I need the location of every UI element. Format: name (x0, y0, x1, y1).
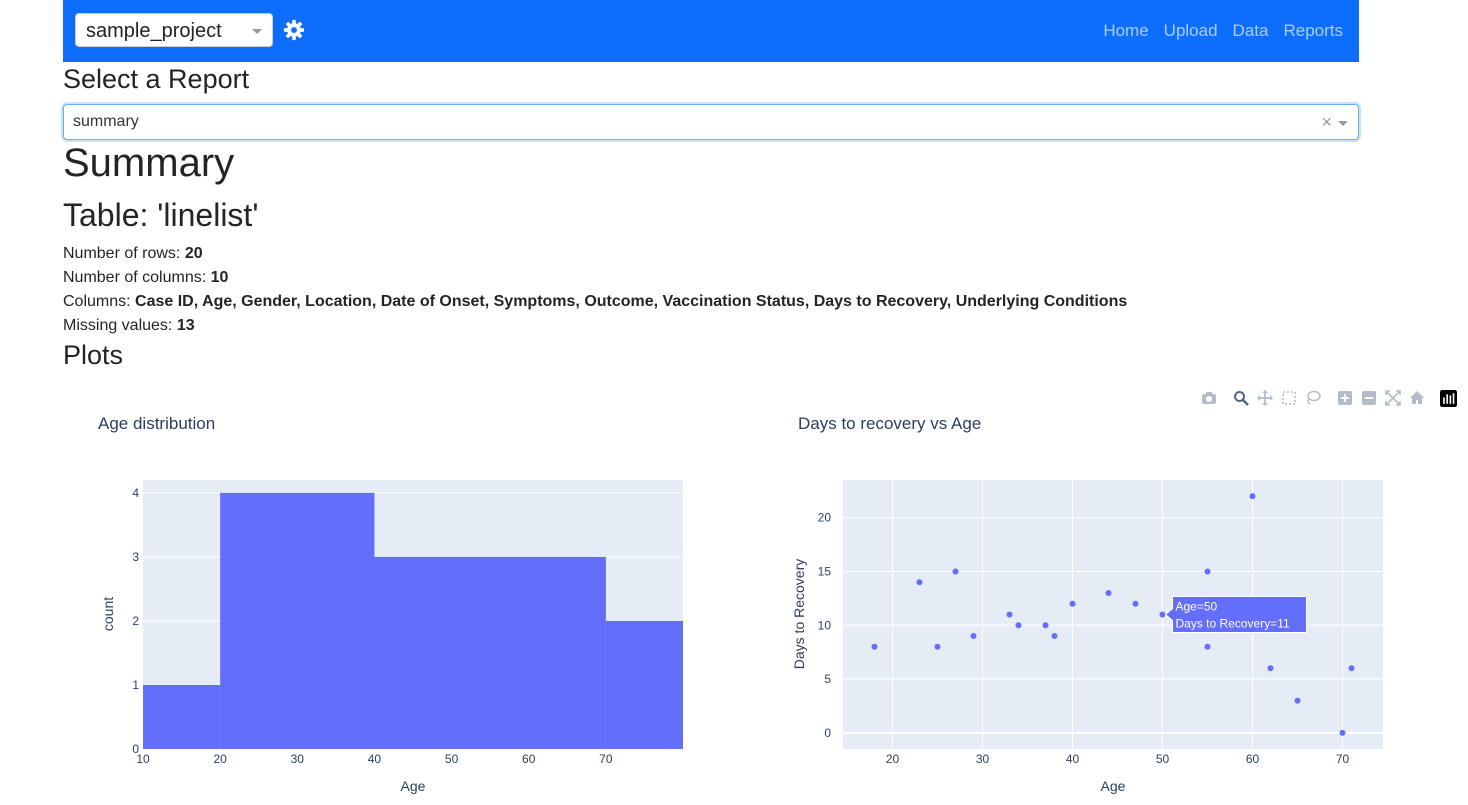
nav-link-home[interactable]: Home (1103, 21, 1149, 40)
histogram-bar (605, 620, 683, 749)
scatter-point (970, 633, 977, 640)
scatter-point (1294, 697, 1301, 704)
columns-label: Columns: (63, 293, 136, 310)
x-tick-label: 60 (1246, 752, 1260, 766)
y-tick-label: 15 (818, 564, 832, 578)
scatter-point (934, 643, 941, 650)
x-axis-label: Age (1101, 778, 1126, 794)
histogram-bar (143, 684, 221, 749)
days-to-recovery-chart: Days to recovery vs Age 20 30 40 50 60 70 0 5 10… (791, 414, 1383, 794)
rows-label: Number of rows: (63, 245, 185, 262)
cols-stat: Number of columns: 10 (63, 269, 228, 287)
y-tick-label: 0 (132, 742, 139, 756)
x-tick-label: 60 (522, 752, 536, 766)
x-tick-label: 20 (886, 752, 900, 766)
scatter-point (1249, 493, 1256, 500)
scatter-point (871, 643, 878, 650)
plots-heading: Plots (63, 340, 124, 370)
chart-title: Days to recovery vs Age (798, 414, 981, 433)
scatter-point (1069, 600, 1076, 607)
clear-icon[interactable]: × (1321, 112, 1332, 132)
zoom-in-icon[interactable] (1337, 390, 1353, 406)
scatter-point (1267, 665, 1274, 672)
histogram-bar (220, 492, 375, 749)
scatter-point (952, 568, 959, 575)
cols-label: Number of columns: (63, 269, 211, 286)
camera-icon[interactable] (1201, 390, 1217, 406)
y-tick-label: 0 (824, 726, 831, 740)
x-tick-label: 30 (976, 752, 990, 766)
lasso-icon[interactable] (1305, 390, 1321, 406)
zoom-icon[interactable] (1233, 390, 1249, 406)
scatter-point (1159, 611, 1166, 618)
y-axis-label: count (100, 597, 116, 631)
y-tick-label: 4 (132, 486, 139, 500)
autoscale-icon[interactable] (1385, 390, 1401, 406)
project-dropdown-value: sample_project (86, 20, 222, 42)
reset-axes-icon[interactable] (1409, 390, 1425, 406)
scatter-point (1132, 600, 1139, 607)
nav-link-reports[interactable]: Reports (1283, 21, 1343, 40)
y-tick-label: 20 (818, 511, 832, 525)
histogram-bar (374, 556, 606, 749)
chevron-down-icon (252, 29, 262, 34)
scatter-point (1339, 729, 1346, 736)
select-report-heading: Select a Report (63, 64, 250, 94)
hover-text: Days to Recovery=11 (1176, 617, 1290, 631)
cols-value: 10 (210, 269, 229, 286)
x-tick-label: 70 (599, 752, 613, 766)
gear-icon[interactable] (283, 19, 305, 41)
x-axis-label: Age (401, 778, 426, 794)
zoom-out-icon[interactable] (1361, 390, 1377, 406)
page-title: Summary (63, 141, 235, 185)
nav-link-upload[interactable]: Upload (1163, 21, 1218, 40)
navbar: sample_project Home Upload Data Reports (63, 0, 1359, 62)
hover-text: Age=50 (1176, 600, 1218, 614)
x-tick-label: 10 (136, 752, 150, 766)
age-distribution-chart: Age distribution 0 1 2 3 4 10 20 30 40 50 60 70 Age… (98, 414, 683, 794)
scatter-point (1204, 568, 1211, 575)
box-select-icon[interactable] (1281, 390, 1297, 406)
report-dropdown[interactable]: summary × (63, 104, 1359, 140)
pan-icon[interactable] (1257, 390, 1273, 406)
project-dropdown[interactable]: sample_project (75, 13, 273, 47)
y-tick-label: 3 (132, 550, 139, 564)
chart-title: Age distribution (98, 414, 215, 433)
x-tick-label: 40 (1066, 752, 1080, 766)
hover-tooltip (1164, 596, 1307, 633)
x-tick-label: 50 (1156, 752, 1170, 766)
scatter-point (916, 579, 923, 586)
scatter-point (1042, 622, 1049, 629)
report-dropdown-value: summary (73, 113, 139, 130)
missing-value: 13 (176, 317, 195, 334)
y-tick-label: 2 (132, 614, 139, 628)
scatter-point (1015, 622, 1022, 629)
x-tick-label: 70 (1336, 752, 1350, 766)
missing-stat: Missing values: 13 (63, 317, 195, 335)
x-tick-label: 40 (368, 752, 382, 766)
y-axis-label: Days to Recovery (791, 559, 807, 669)
scatter-point (1006, 611, 1013, 618)
rows-value: 20 (184, 245, 203, 262)
nav-link-data[interactable]: Data (1232, 21, 1269, 40)
missing-label: Missing values: (63, 317, 177, 334)
rows-stat: Number of rows: 20 (63, 245, 203, 263)
columns-value: Case ID, Age, Gender, Location, Date of … (135, 293, 1128, 310)
x-tick-label: 30 (291, 752, 305, 766)
scatter-point (1348, 665, 1355, 672)
scatter-point (1051, 633, 1058, 640)
chevron-down-icon[interactable] (1338, 121, 1348, 126)
columns-stat: Columns: Case ID, Age, Gender, Location,… (63, 293, 1127, 311)
table-heading: Table: 'linelist' (63, 197, 259, 233)
y-tick-label: 5 (824, 672, 831, 686)
x-tick-label: 50 (445, 752, 459, 766)
nav-links: Home Upload Data Reports (1103, 21, 1343, 41)
y-tick-label: 10 (818, 618, 832, 632)
scatter-point (1105, 589, 1112, 596)
x-tick-label: 20 (213, 752, 227, 766)
scatter-point (1204, 643, 1211, 650)
y-tick-label: 1 (132, 678, 139, 692)
plotly-logo-icon[interactable] (1440, 390, 1457, 407)
